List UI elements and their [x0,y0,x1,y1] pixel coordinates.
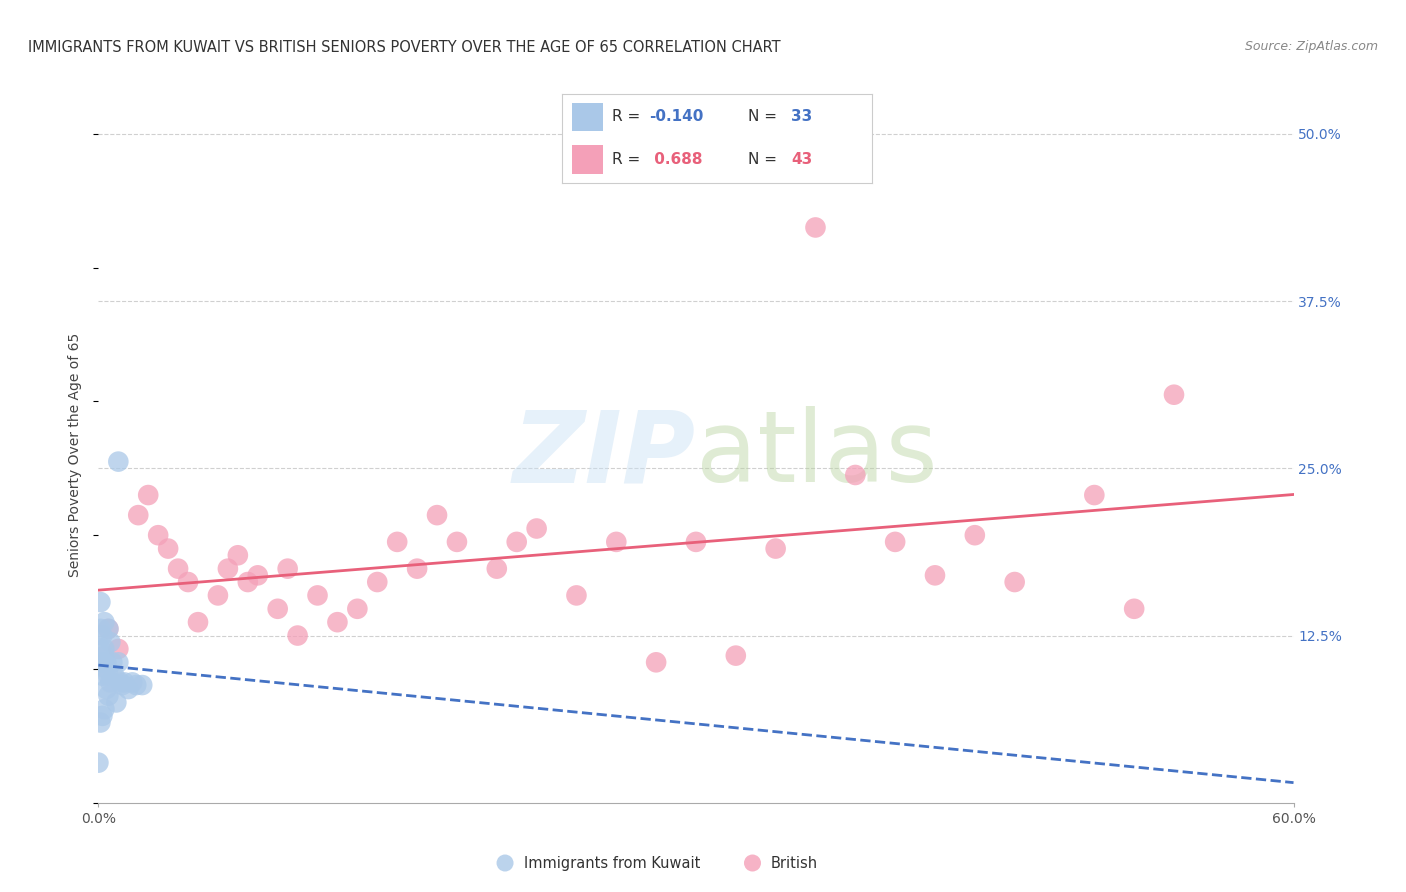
Point [96,662,118,676]
Point [326,615,349,630]
Point [91,708,114,723]
Point [96,681,118,696]
Point [121,675,143,690]
Point [87,756,110,770]
Point [494,856,516,871]
Point [98,635,122,649]
Point [177,575,200,590]
Text: IMMIGRANTS FROM KUWAIT VS BRITISH SENIORS POVERTY OVER THE AGE OF 65 CORRELATION: IMMIGRANTS FROM KUWAIT VS BRITISH SENIOR… [28,40,780,55]
Text: N =: N = [748,153,782,167]
Point [307,589,329,603]
Text: 43: 43 [792,153,813,167]
Text: atlas: atlas [696,407,938,503]
Text: -0.140: -0.140 [650,110,703,124]
Point [246,568,269,582]
Point [1163,387,1185,401]
Point [91,669,114,683]
Point [127,508,149,523]
Point [93,615,115,630]
Point [97,669,120,683]
Text: N =: N = [748,110,782,124]
Point [157,541,180,556]
Point [765,541,787,556]
Point [236,575,259,590]
Point [287,628,309,642]
Point [91,655,114,669]
Point [685,534,707,549]
Point [125,678,148,692]
Point [366,575,388,590]
Point [111,678,134,692]
Point [526,521,548,535]
Point [96,655,118,669]
Point [107,655,129,669]
Point [645,655,668,669]
Point [105,696,128,710]
Text: R =: R = [612,153,645,167]
Point [107,642,129,657]
Point [97,689,120,703]
Point [93,648,115,663]
Point [1004,575,1026,590]
Point [385,534,409,549]
Point [91,628,114,642]
Point [963,528,986,542]
Point [89,622,111,636]
Point [148,528,170,542]
Point [226,548,249,563]
Point [110,675,132,690]
Text: 33: 33 [792,110,813,124]
Point [97,622,120,636]
Point [1083,488,1105,502]
Point [107,455,129,469]
Point [804,220,827,235]
Point [207,589,229,603]
Point [506,534,529,549]
Point [97,622,120,636]
Point [93,702,115,716]
Point [217,562,239,576]
Point [103,669,125,683]
Text: R =: R = [612,110,645,124]
Text: ZIP: ZIP [513,407,696,503]
Point [117,681,139,696]
Point [406,562,429,576]
Point [446,534,468,549]
Point [884,534,907,549]
Y-axis label: Seniors Poverty Over the Age of 65: Seniors Poverty Over the Age of 65 [69,333,83,577]
FancyBboxPatch shape [572,103,603,131]
Text: 0.688: 0.688 [650,153,703,167]
Text: British: British [770,855,818,871]
Text: Source: ZipAtlas.com: Source: ZipAtlas.com [1244,40,1378,54]
Point [187,615,209,630]
Point [101,655,124,669]
Point [131,678,153,692]
Point [844,467,866,482]
Point [426,508,449,523]
Text: Immigrants from Kuwait: Immigrants from Kuwait [523,855,700,871]
Point [1123,602,1146,616]
Point [89,642,111,657]
Point [167,562,190,576]
FancyBboxPatch shape [572,145,603,174]
Point [485,562,508,576]
Point [346,602,368,616]
Point [924,568,946,582]
Point [267,602,290,616]
Point [741,856,763,871]
Point [98,675,122,690]
Point [89,595,111,609]
Point [112,675,135,690]
Point [565,589,588,603]
Point [93,642,115,657]
Point [277,562,299,576]
Point [136,488,159,502]
Point [724,648,747,663]
Point [89,715,111,730]
Point [605,534,627,549]
